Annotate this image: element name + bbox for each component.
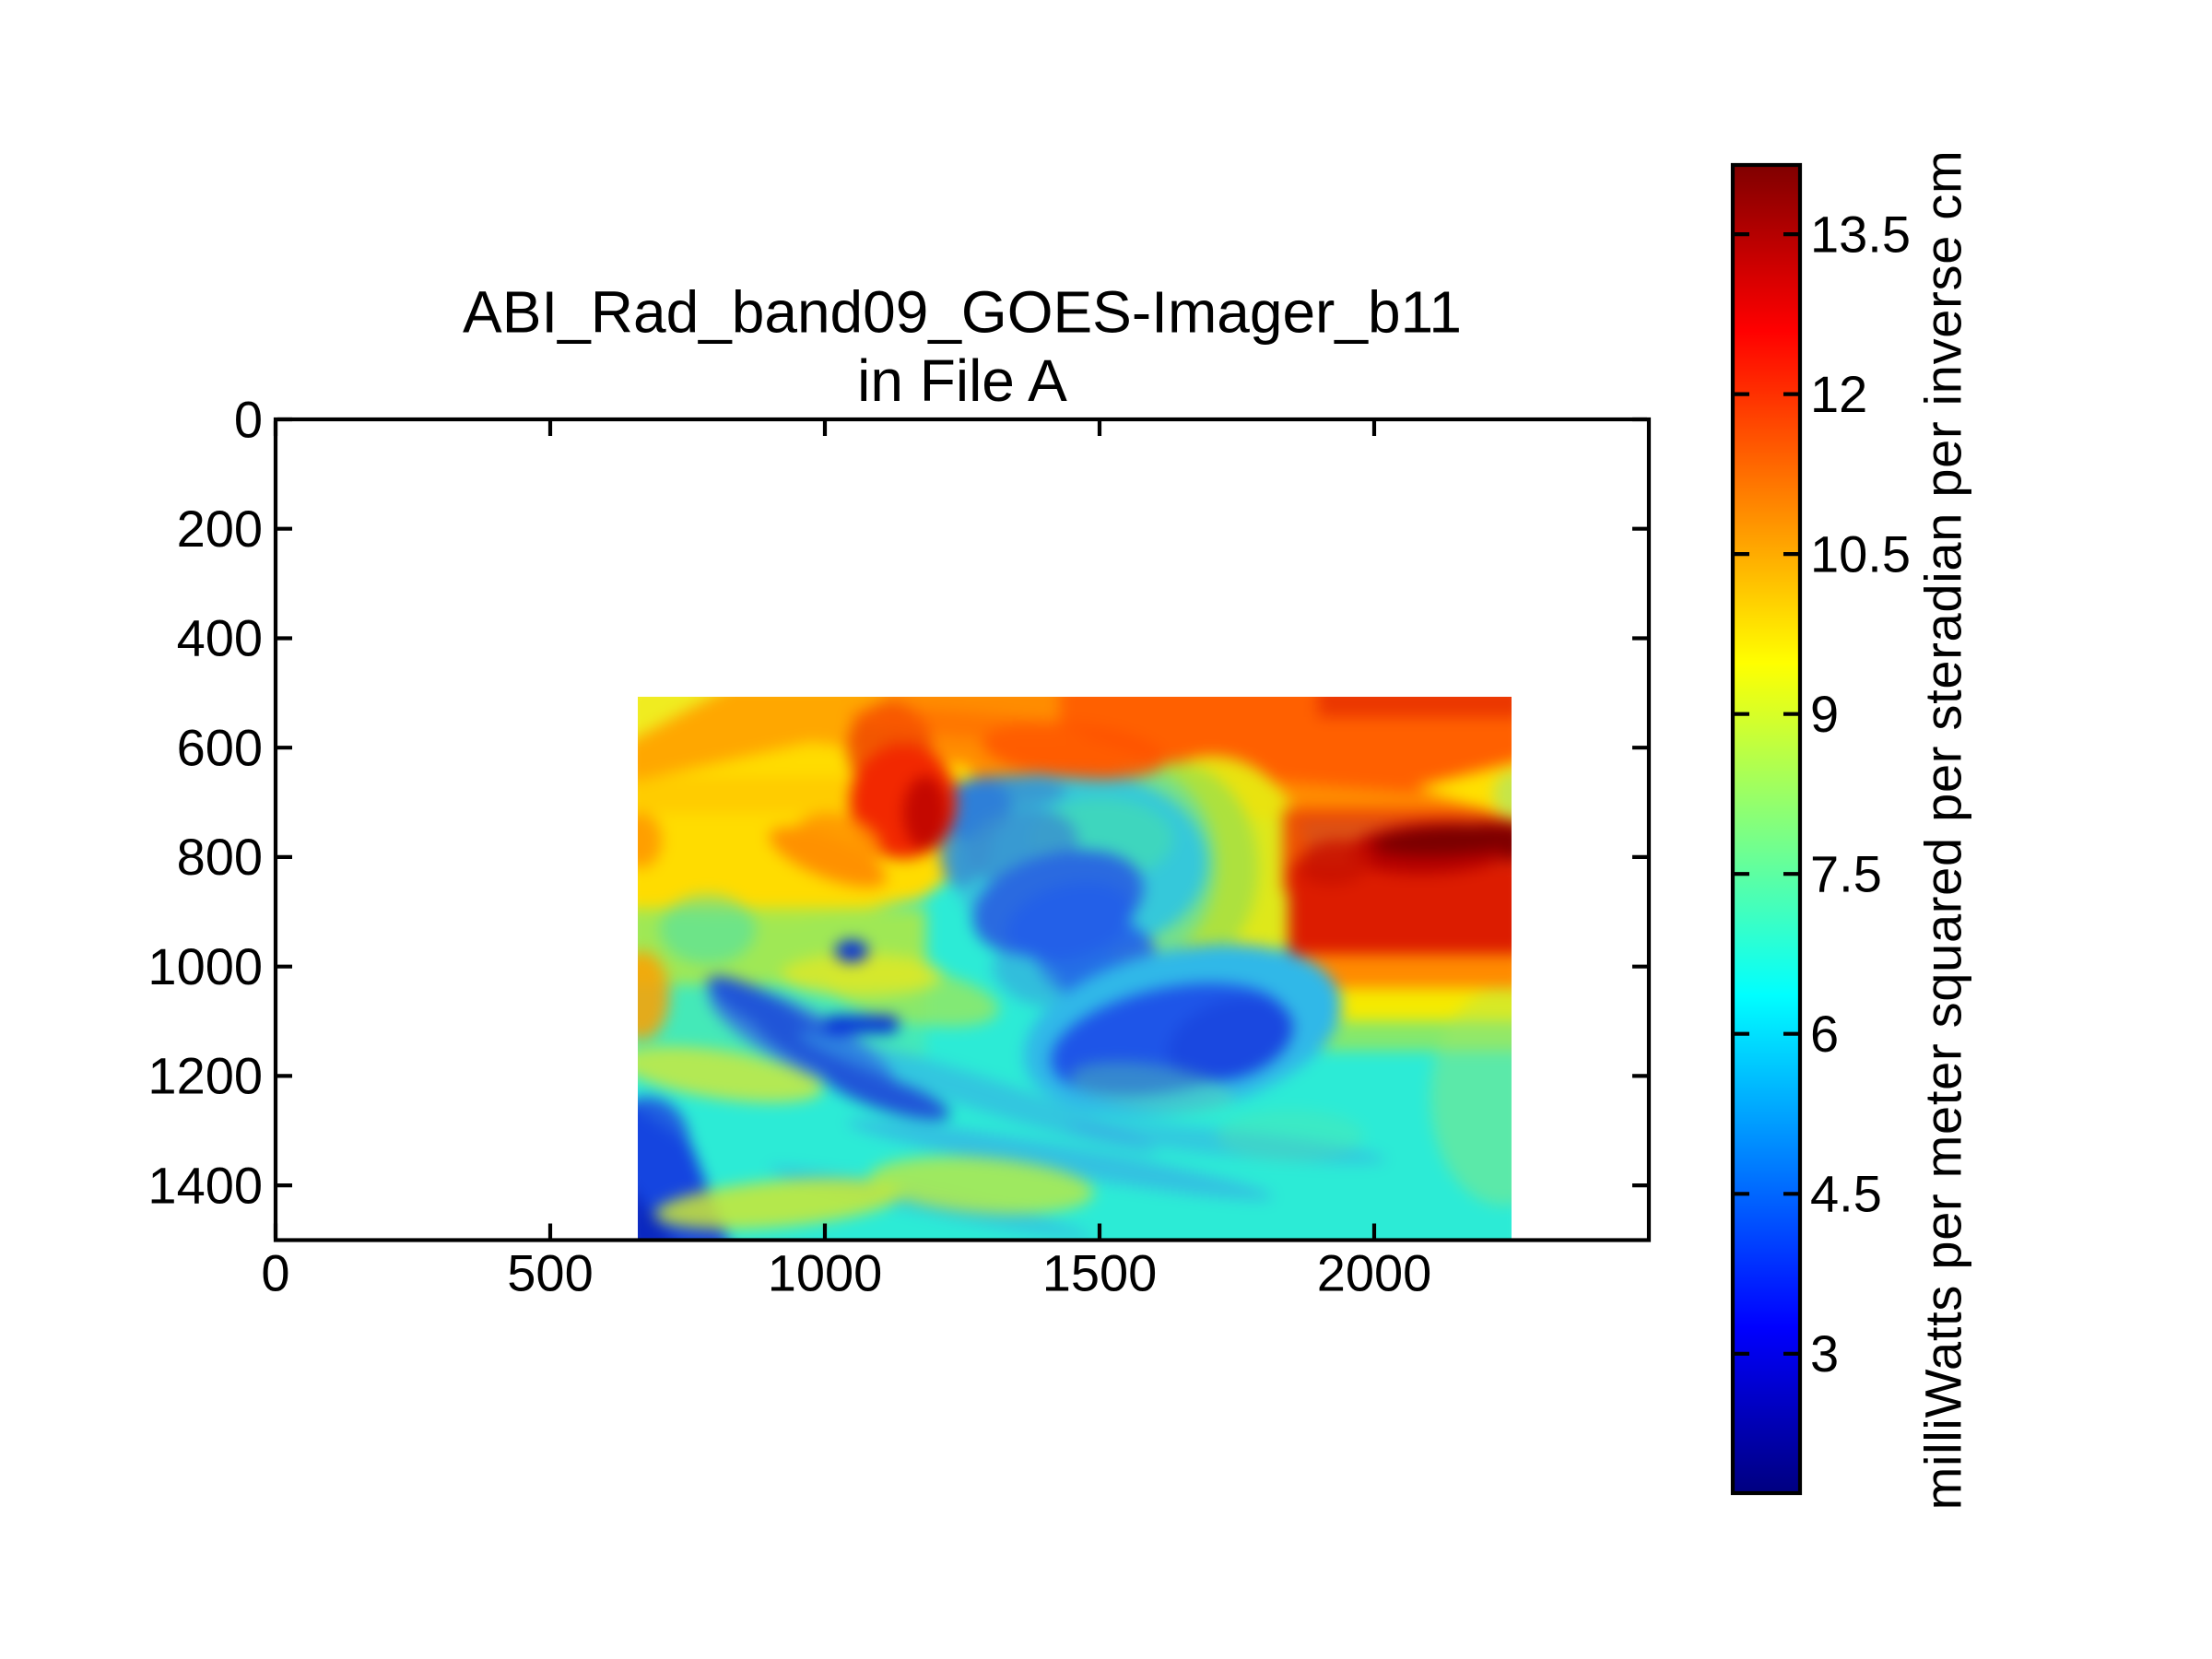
svg-text:milliWatts per meter squared p: milliWatts per meter squared per steradi…	[1914, 150, 1972, 1511]
svg-text:13.5: 13.5	[1810, 205, 1911, 263]
svg-text:10.5: 10.5	[1810, 524, 1911, 582]
svg-text:7.5: 7.5	[1810, 845, 1882, 903]
svg-text:1000: 1000	[147, 937, 263, 995]
svg-text:1000: 1000	[768, 1244, 883, 1302]
svg-text:ABI_Rad_band09_GOES-Imager_b11: ABI_Rad_band09_GOES-Imager_b11	[463, 279, 1462, 346]
svg-text:4.5: 4.5	[1810, 1165, 1882, 1223]
svg-text:200: 200	[177, 500, 263, 558]
svg-text:12: 12	[1810, 365, 1867, 423]
svg-text:1200: 1200	[147, 1047, 263, 1105]
svg-text:400: 400	[177, 609, 263, 667]
svg-text:in File A: in File A	[857, 347, 1067, 414]
svg-text:0: 0	[234, 390, 263, 448]
svg-text:3: 3	[1810, 1324, 1839, 1382]
svg-text:0: 0	[261, 1244, 289, 1302]
svg-text:2000: 2000	[1317, 1244, 1432, 1302]
svg-text:6: 6	[1810, 1005, 1839, 1063]
svg-text:800: 800	[177, 828, 263, 886]
svg-text:500: 500	[507, 1244, 593, 1302]
svg-text:1400: 1400	[147, 1156, 263, 1214]
svg-text:1500: 1500	[1042, 1244, 1158, 1302]
svg-text:600: 600	[177, 719, 263, 777]
svg-text:9: 9	[1810, 685, 1839, 743]
